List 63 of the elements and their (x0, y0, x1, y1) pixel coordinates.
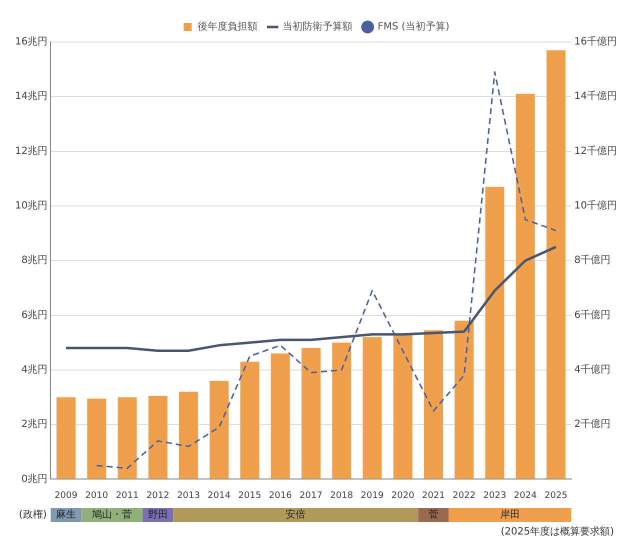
bar (485, 186, 504, 479)
x-tick-label: 2023 (483, 490, 506, 501)
y2-tick-label: 4千億円 (574, 363, 611, 376)
x-tick-label: 2018 (330, 490, 354, 501)
bar (118, 397, 137, 479)
y2-tick-label: 6千億円 (574, 308, 611, 321)
y-tick-label: 16兆円 (14, 36, 48, 48)
bar (148, 396, 168, 479)
y2-tick-label: 14千億円 (574, 90, 618, 102)
y-tick-label: 10兆円 (14, 200, 48, 212)
bar (179, 392, 198, 479)
legend-label: FMS (当初予算) (378, 20, 450, 33)
x-tick-label: 2017 (300, 490, 322, 501)
y2-tick-label: 12千億円 (574, 144, 618, 157)
legend-label: 後年度負担額 (198, 20, 258, 33)
y-tick-label: 12兆円 (14, 144, 48, 157)
y-tick-label: 2兆円 (21, 418, 48, 430)
x-tick-label: 2011 (116, 490, 139, 501)
text: 麻生 (56, 508, 76, 521)
bar (87, 398, 106, 479)
text: 野田 (148, 510, 168, 521)
bar (270, 354, 290, 479)
y-tick-label: 6兆円 (21, 308, 48, 321)
x-tick-label: 2015 (238, 490, 262, 501)
y2-tick-label: 8千億円 (574, 254, 611, 266)
x-tick-label: 2020 (391, 490, 415, 501)
bar (210, 380, 229, 479)
legend-label: 当初防衛予算額 (282, 20, 353, 33)
x-tick-label: 2025 (544, 490, 568, 501)
x-tick-label: 2010 (85, 490, 108, 501)
y-tick-label: 0兆円 (21, 472, 48, 485)
x-tick-label: 2021 (422, 490, 445, 501)
text: 鳩山・菅 (92, 508, 132, 521)
x-tick-label: 2014 (208, 490, 231, 501)
bar (362, 337, 382, 479)
x-tick-label: 2024 (514, 490, 538, 501)
bar (56, 397, 76, 479)
bar (393, 334, 412, 479)
x-tick-label: 2016 (268, 490, 292, 501)
bar (302, 348, 320, 479)
text: 安倍 (286, 508, 306, 521)
x-tick-label: 2019 (360, 490, 384, 501)
x-tick-label: 2012 (146, 490, 170, 501)
y-tick-label: 14兆円 (14, 90, 48, 102)
bar (516, 94, 535, 479)
x-tick-label: 2022 (452, 490, 476, 501)
text: (2025年度は概算要求額) (500, 526, 614, 538)
y2-tick-label: 2千億円 (574, 418, 611, 430)
line-series (96, 71, 557, 470)
text: (政権) (18, 508, 47, 521)
y2-tick-label: 10千億円 (574, 200, 618, 212)
y-tick-label: 4兆円 (21, 363, 48, 376)
y2-tick-label: 16千億円 (574, 36, 618, 48)
text: 菅 (428, 508, 438, 521)
x-tick-label: 2013 (177, 490, 200, 501)
bar (240, 362, 260, 479)
bar (546, 50, 566, 479)
y-tick-label: 8兆円 (21, 254, 48, 266)
bar (332, 342, 352, 479)
x-tick-label: 2009 (54, 490, 78, 501)
bar (424, 330, 443, 479)
bar (454, 320, 474, 479)
text: 岸田 (500, 508, 520, 521)
